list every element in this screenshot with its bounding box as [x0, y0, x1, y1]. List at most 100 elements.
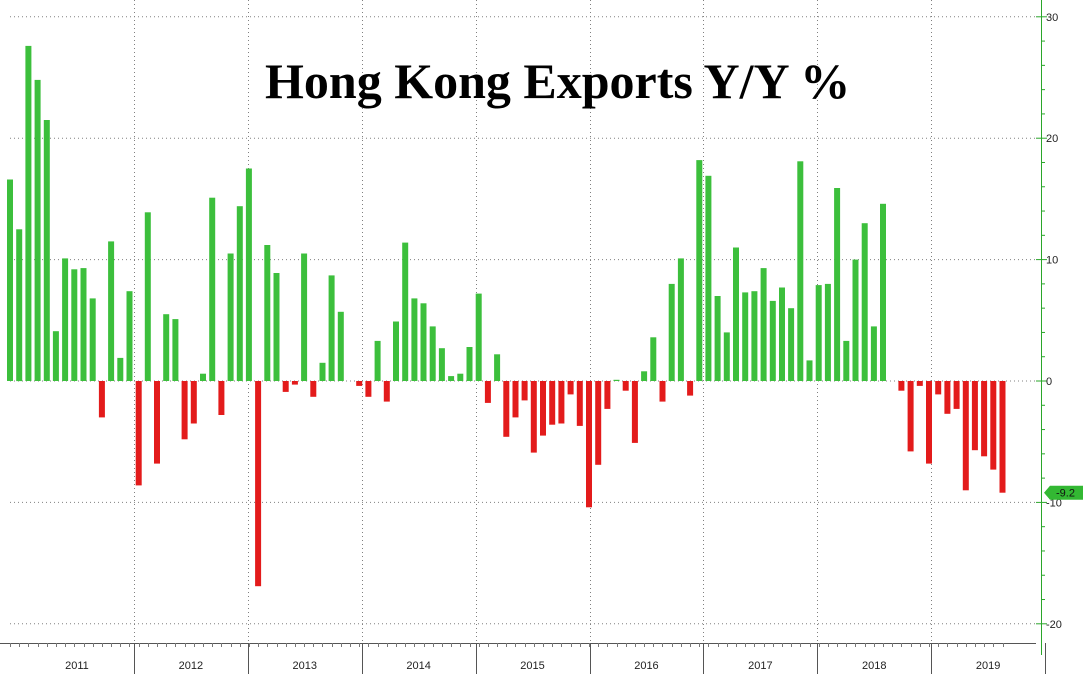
bar: [824, 283, 831, 381]
bar: [613, 379, 620, 381]
bar: [117, 357, 124, 381]
bar: [144, 212, 151, 381]
y-tick-label: -10: [1046, 497, 1062, 509]
bar: [429, 326, 436, 381]
bar: [438, 348, 445, 381]
bar: [540, 381, 546, 436]
bar: [981, 381, 988, 457]
bar: [135, 381, 142, 486]
bar: [576, 381, 583, 426]
bar: [457, 373, 464, 381]
bar: [512, 381, 519, 418]
x-tick-label: 2012: [179, 660, 203, 672]
x-tick-label: 2011: [65, 660, 89, 672]
bar: [944, 381, 951, 414]
bar: [503, 381, 510, 437]
bar: [521, 381, 528, 401]
bar: [586, 381, 592, 508]
bar: [374, 340, 381, 381]
bar: [218, 381, 225, 415]
bar: [622, 381, 629, 391]
bar: [760, 268, 767, 381]
bar: [916, 381, 923, 386]
bar: [466, 347, 473, 381]
bar: [962, 381, 969, 491]
chart-title: Hong Kong Exports Y/Y %: [265, 53, 851, 109]
x-tick-label: 2018: [862, 660, 886, 672]
bar: [549, 381, 556, 425]
bar: [530, 381, 537, 453]
bar: [843, 340, 850, 381]
y-tick-label: 20: [1046, 133, 1058, 145]
x-tick-label: 2016: [634, 660, 658, 672]
bar: [448, 376, 455, 381]
bar: [935, 381, 942, 395]
bar: [723, 332, 730, 381]
bar: [631, 381, 638, 443]
bar: [264, 245, 271, 381]
bar: [687, 381, 694, 396]
bar: [291, 381, 298, 385]
bar: [696, 160, 703, 381]
bar: [154, 381, 160, 464]
bar: [926, 381, 932, 464]
bar: [641, 371, 648, 381]
bar: [80, 268, 87, 381]
bar: [475, 293, 482, 381]
y-tick-label: -20: [1046, 619, 1062, 631]
bar: [365, 381, 372, 397]
bar: [319, 362, 326, 381]
bar: [181, 381, 188, 440]
bar: [815, 285, 822, 381]
bar: [245, 168, 252, 381]
y-tick-label: 10: [1046, 255, 1058, 267]
bar: [98, 381, 105, 418]
bar: [788, 308, 795, 381]
bar: [558, 381, 565, 424]
x-tick-label: 2014: [406, 660, 430, 672]
bar: [337, 311, 344, 381]
bar: [990, 381, 997, 470]
bar: [34, 79, 41, 382]
bar: [806, 360, 813, 381]
bar: [852, 259, 859, 381]
bar: [898, 381, 905, 391]
bar: [236, 206, 243, 381]
bar: [733, 247, 739, 381]
bar: [43, 120, 50, 381]
bar: [25, 45, 32, 382]
bar: [604, 381, 611, 409]
x-tick-label: 2017: [748, 660, 772, 672]
bar: [751, 291, 758, 381]
bar: [282, 381, 289, 392]
bar: [383, 381, 390, 402]
bar: [650, 337, 657, 381]
bar: [255, 381, 262, 587]
bar: [172, 319, 179, 381]
bar: [209, 197, 216, 381]
y-tick-label: 0: [1046, 376, 1052, 388]
bar: [52, 331, 59, 381]
bar: [484, 381, 491, 403]
bar: [880, 203, 886, 381]
bar: [742, 292, 749, 381]
bar: [779, 287, 785, 381]
bar: [677, 258, 684, 381]
bar: [190, 381, 197, 424]
bar: [494, 354, 501, 381]
bar: [567, 381, 574, 395]
bar: [861, 223, 868, 381]
bar: [126, 291, 133, 381]
x-tick-label: 2019: [976, 660, 1000, 672]
bar: [668, 283, 675, 381]
bar: [971, 381, 978, 451]
bar: [705, 175, 712, 381]
bar: [71, 269, 78, 381]
bars-layer: [7, 45, 1006, 587]
bar: [595, 381, 602, 465]
bar: [62, 258, 69, 381]
bar: [200, 373, 206, 381]
